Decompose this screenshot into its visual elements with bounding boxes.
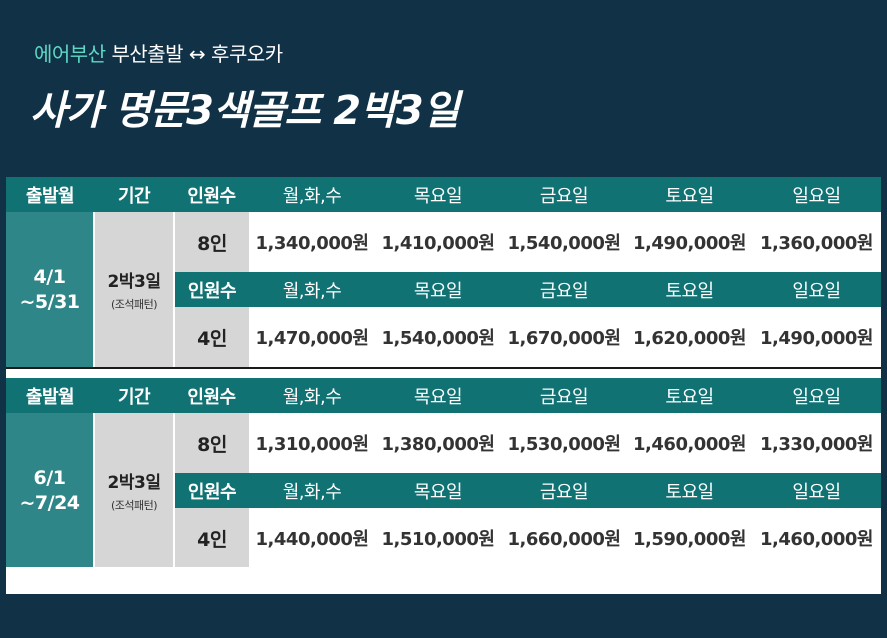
depart-date-cell: 4/1 ~5/31: [6, 212, 94, 369]
period-note: (조석패턴): [110, 298, 158, 311]
header-period: 기간: [94, 177, 174, 212]
price-cell: 1,490,000원: [752, 307, 881, 369]
route-subtitle: 에어부산 부산출발 ↔ 후쿠오카: [34, 38, 283, 67]
header-row: 출발월 기간 인원수 월,화,수 목요일 금요일 토요일 일요일: [6, 378, 881, 413]
header-day: 일요일: [752, 177, 881, 212]
page-title: 사가 명문3색골프 2박3일: [30, 88, 460, 134]
header-day: 토요일: [627, 473, 752, 508]
header-day: 일요일: [752, 473, 881, 508]
header-day: 월,화,수: [249, 378, 375, 413]
period-note: (조석패턴): [110, 499, 158, 512]
price-cell: 1,310,000원: [249, 413, 375, 473]
price-cell: 1,590,000원: [627, 508, 752, 570]
depart-date-cell: 6/1 ~7/24: [6, 413, 94, 570]
header-day: 토요일: [627, 378, 752, 413]
header-depart: 출발월: [6, 378, 94, 413]
header-row: 출발월 기간 인원수 월,화,수 목요일 금요일 토요일 일요일: [6, 177, 881, 212]
period-cell: 2박3일 (조석패턴): [93, 212, 175, 369]
header-day: 토요일: [627, 272, 752, 307]
pax-cell: 8인: [174, 413, 249, 473]
price-cell: 1,660,000원: [501, 508, 627, 570]
airline-name: 에어부산: [34, 42, 106, 66]
header-day: 금요일: [501, 177, 627, 212]
price-cell: 1,460,000원: [627, 413, 752, 473]
footer-strip: [6, 567, 881, 594]
header-day: 월,화,수: [249, 473, 375, 508]
period-cell: 2박3일 (조석패턴): [93, 413, 175, 570]
header-day: 목요일: [375, 272, 501, 307]
header-pax: 인원수: [174, 272, 249, 307]
price-cell: 1,470,000원: [249, 307, 375, 369]
price-cell: 1,460,000원: [752, 508, 881, 570]
header-pax: 인원수: [174, 473, 249, 508]
header-day: 일요일: [752, 378, 881, 413]
header-depart: 출발월: [6, 177, 94, 212]
price-row: 4/1 ~5/31 2박3일 (조석패턴) 8인 1,340,000원 1,410,…: [6, 212, 881, 369]
header-day: 목요일: [375, 473, 501, 508]
price-cell: 1,490,000원: [627, 212, 752, 272]
header-pax: 인원수: [174, 378, 249, 413]
price-cell: 1,340,000원: [249, 212, 375, 272]
header-day: 토요일: [627, 177, 752, 212]
pax-cell: 4인: [174, 307, 249, 369]
sub-header-row: 인원수 월,화,수 목요일 금요일 토요일 일요일: [6, 473, 881, 508]
price-cell: 1,330,000원: [752, 413, 881, 473]
price-cell: 1,670,000원: [501, 307, 627, 369]
pax-cell: 8인: [174, 212, 249, 272]
header-day: 금요일: [501, 473, 627, 508]
price-cell: 1,380,000원: [375, 413, 501, 473]
header-pax: 인원수: [174, 177, 249, 212]
fare-table-block-1: 출발월 기간 인원수 월,화,수 목요일 금요일 토요일 일요일 4/1 ~5/3…: [6, 177, 881, 369]
price-row: 6/1 ~7/24 2박3일 (조석패턴) 8인 1,310,000원 1,380,…: [6, 413, 881, 570]
price-cell: 1,540,000원: [501, 212, 627, 272]
header-period: 기간: [94, 378, 174, 413]
header-day: 목요일: [375, 177, 501, 212]
header-day: 금요일: [501, 378, 627, 413]
header-day: 금요일: [501, 272, 627, 307]
price-row: 4인 1,440,000원 1,510,000원 1,660,000원 1,59…: [6, 508, 881, 570]
sub-header-row: 인원수 월,화,수 목요일 금요일 토요일 일요일: [6, 272, 881, 307]
route-text: 부산출발 ↔ 후쿠오카: [111, 42, 283, 66]
price-row: 4인 1,470,000원 1,540,000원 1,670,000원 1,62…: [6, 307, 881, 369]
price-cell: 1,620,000원: [627, 307, 752, 369]
price-cell: 1,510,000원: [375, 508, 501, 570]
price-cell: 1,360,000원: [752, 212, 881, 272]
price-cell: 1,410,000원: [375, 212, 501, 272]
header-day: 일요일: [752, 272, 881, 307]
header-day: 월,화,수: [249, 272, 375, 307]
header-day: 목요일: [375, 378, 501, 413]
header-day: 월,화,수: [249, 177, 375, 212]
price-cell: 1,440,000원: [249, 508, 375, 570]
price-cell: 1,530,000원: [501, 413, 627, 473]
fare-table-block-2: 출발월 기간 인원수 월,화,수 목요일 금요일 토요일 일요일 6/1 ~7/2…: [6, 378, 881, 570]
pax-cell: 4인: [174, 508, 249, 570]
price-cell: 1,540,000원: [375, 307, 501, 369]
